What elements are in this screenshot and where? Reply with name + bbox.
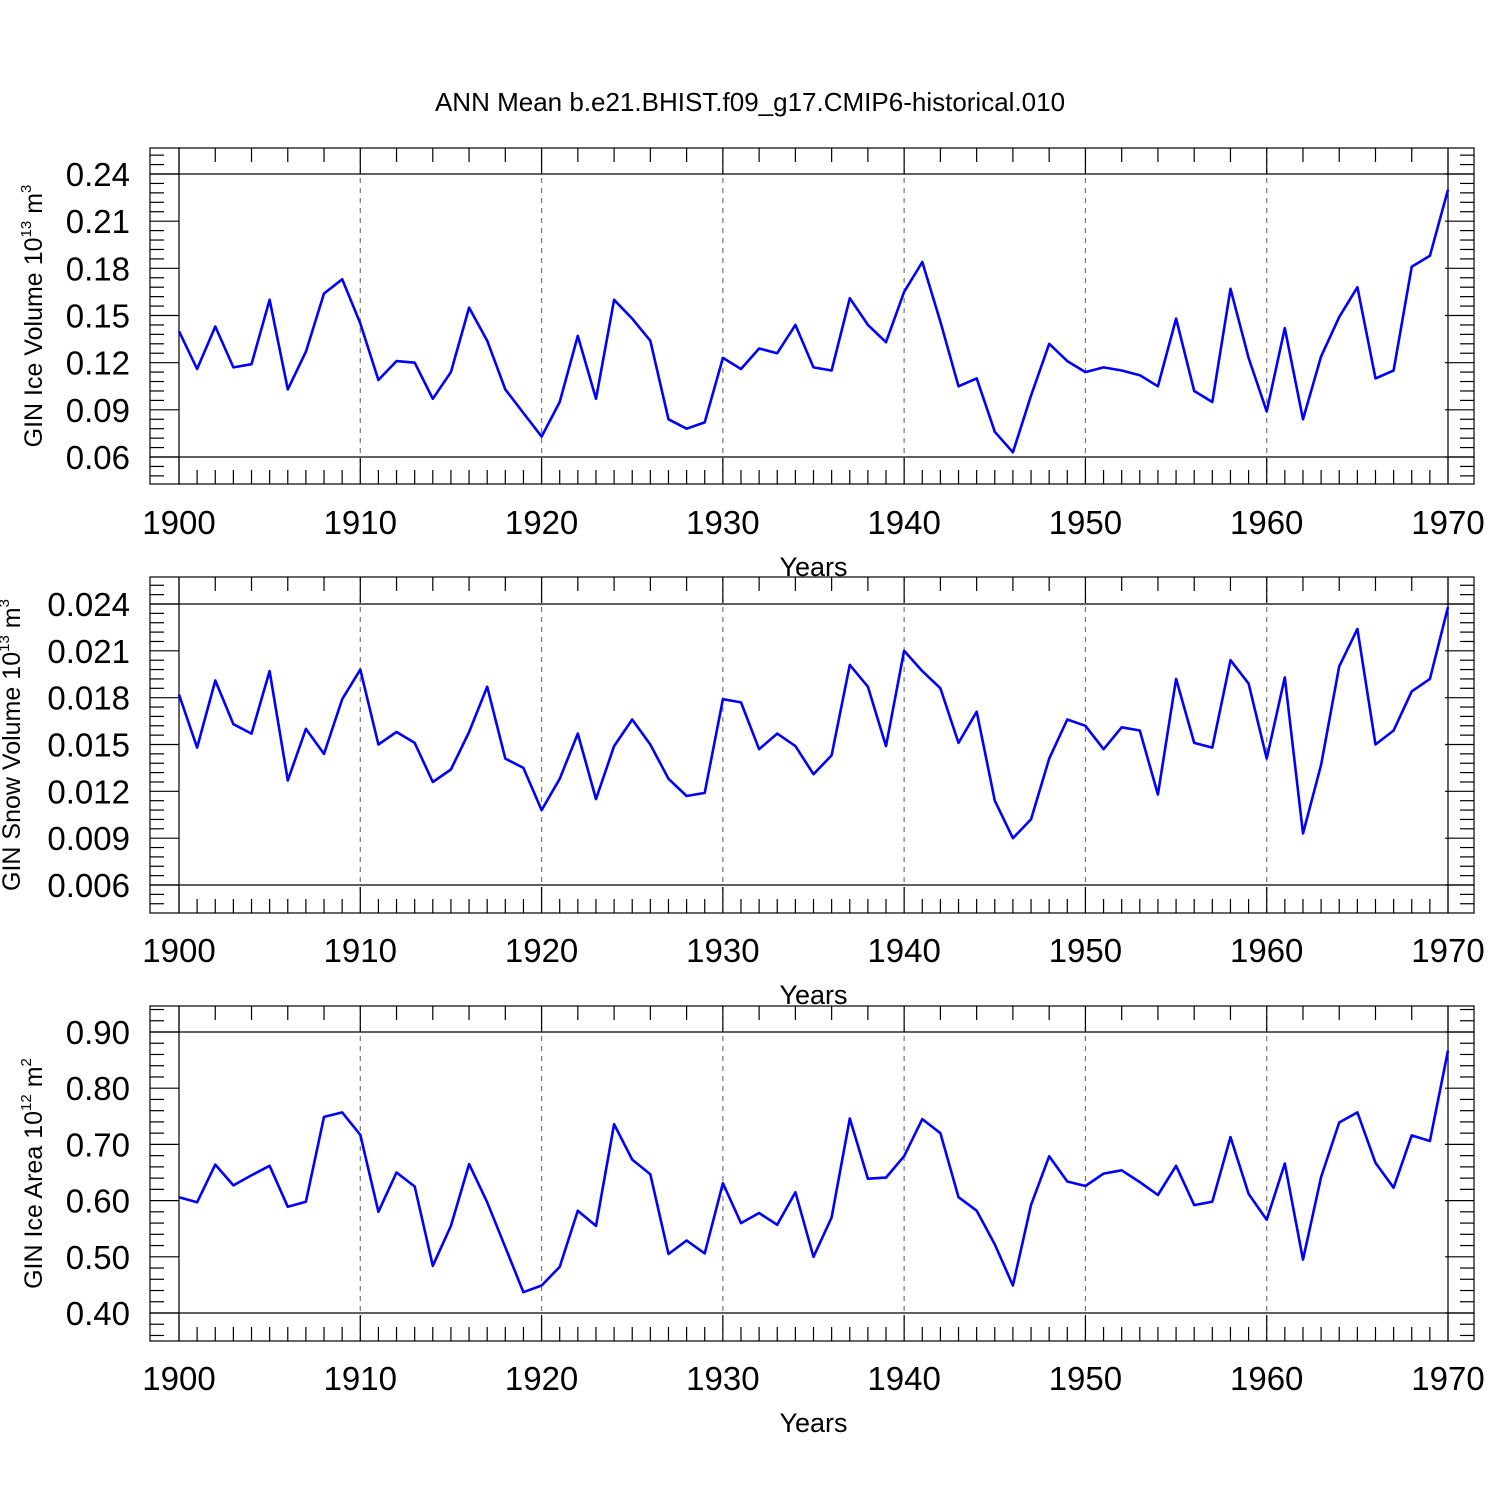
y-tick-label: 0.70 [66, 1126, 130, 1163]
y-axis-label-name: GIN Snow Volume [0, 687, 26, 891]
y-tick-label: 0.60 [66, 1183, 130, 1220]
y-tick-label: 0.006 [47, 867, 130, 904]
y-tick-label: 0.012 [47, 773, 130, 810]
figure-title: ANN Mean b.e21.BHIST.f09_g17.CMIP6-histo… [435, 87, 1065, 117]
y-axis-label-unit-exponent: 3 [18, 185, 35, 193]
plot-frame [150, 1006, 1474, 1341]
x-tick-label: 1920 [505, 932, 578, 969]
y-axis-label-unit: m [20, 193, 48, 214]
y-axis-label-base: 10 [20, 237, 48, 265]
y-axis-label-unit-exponent: 3 [0, 599, 13, 607]
x-tick-label: 1900 [142, 504, 215, 541]
y-axis-label-unit: m [0, 607, 26, 628]
y-axis-label-exponent: 12 [18, 1094, 35, 1111]
y-tick-label: 0.015 [47, 727, 130, 764]
y-axis-label-name: GIN Ice Area [20, 1146, 48, 1289]
y-axis-label: GIN Ice Volume 1013 m3 [18, 185, 48, 448]
y-tick-label: 0.15 [66, 298, 130, 335]
data-series-line [179, 1051, 1448, 1293]
y-tick-label: 0.21 [66, 203, 130, 240]
plot-frame [150, 577, 1474, 913]
x-tick-label: 1950 [1049, 504, 1122, 541]
y-tick-label: 0.40 [66, 1295, 130, 1332]
y-tick-label: 0.24 [66, 156, 130, 193]
y-axis-label: GIN Snow Volume 1013 m3 [0, 599, 26, 891]
y-axis-label-unit: m [20, 1066, 48, 1087]
y-tick-label: 0.80 [66, 1070, 130, 1107]
y-tick-label: 0.90 [66, 1014, 130, 1051]
y-tick-label: 0.009 [47, 820, 130, 857]
y-tick-label: 0.50 [66, 1239, 130, 1276]
x-tick-label: 1910 [324, 932, 397, 969]
x-tick-label: 1960 [1230, 1360, 1303, 1397]
x-tick-label: 1940 [867, 932, 940, 969]
x-tick-label: 1900 [142, 1360, 215, 1397]
x-tick-label: 1930 [686, 932, 759, 969]
y-axis-label-name: GIN Ice Volume [20, 272, 48, 447]
x-axis-label: Years [779, 1408, 847, 1438]
x-tick-label: 1940 [867, 504, 940, 541]
x-tick-label: 1960 [1230, 504, 1303, 541]
x-tick-label: 1930 [686, 504, 759, 541]
y-tick-label: 0.12 [66, 345, 130, 382]
data-series-line [179, 190, 1448, 453]
x-tick-label: 1930 [686, 1360, 759, 1397]
x-tick-label: 1970 [1411, 932, 1484, 969]
x-tick-label: 1920 [505, 1360, 578, 1397]
x-tick-label: 1900 [142, 932, 215, 969]
x-tick-label: 1950 [1049, 932, 1122, 969]
y-tick-label: 0.06 [66, 439, 130, 476]
x-tick-label: 1960 [1230, 932, 1303, 969]
x-tick-label: 1970 [1411, 1360, 1484, 1397]
x-tick-label: 1970 [1411, 504, 1484, 541]
x-tick-label: 1910 [324, 1360, 397, 1397]
y-tick-label: 0.018 [47, 680, 130, 717]
x-tick-label: 1940 [867, 1360, 940, 1397]
y-tick-label: 0.021 [47, 633, 130, 670]
y-axis-label-base: 10 [0, 652, 26, 680]
y-tick-label: 0.18 [66, 250, 130, 287]
x-tick-label: 1950 [1049, 1360, 1122, 1397]
plot-frame [150, 148, 1474, 484]
y-axis-label-base: 10 [20, 1111, 48, 1139]
data-series-line [179, 607, 1448, 838]
y-axis-label: GIN Ice Area 1012 m2 [18, 1058, 48, 1289]
y-tick-label: 0.09 [66, 392, 130, 429]
panel-3: 1900 1910 1920 1930 1940 1950 1960 1970 Years 0.4… [18, 1006, 1485, 1438]
y-axis-label-exponent: 13 [18, 221, 35, 238]
y-axis-label-exponent: 13 [0, 635, 13, 652]
y-tick-label: 0.024 [47, 586, 130, 623]
x-tick-label: 1910 [324, 504, 397, 541]
y-axis-label-unit-exponent: 2 [18, 1058, 35, 1066]
x-tick-label: 1920 [505, 504, 578, 541]
